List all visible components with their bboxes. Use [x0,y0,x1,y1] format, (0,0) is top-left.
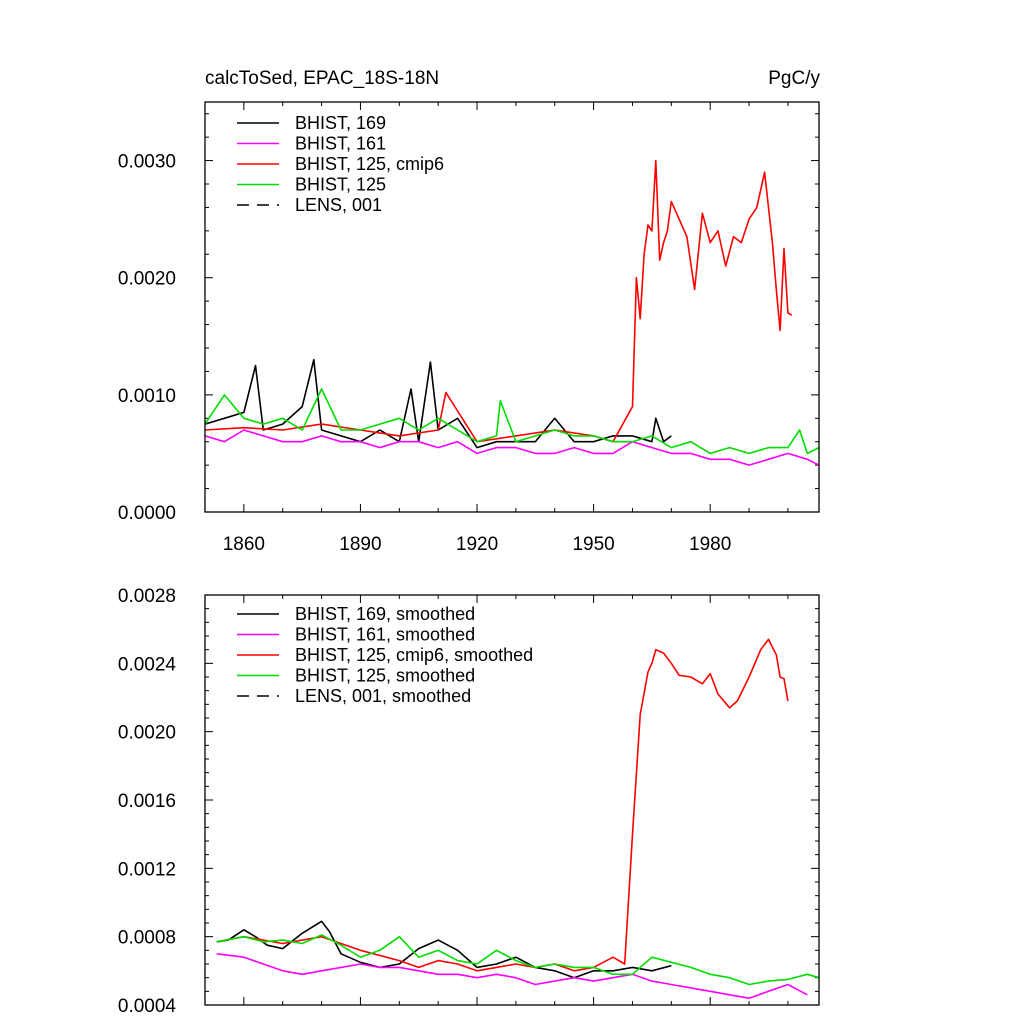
bottom-panel: 0.0004 0.0008 0.0012 0.0016 0.0020 0.0024 0.00… [118,586,820,1017]
legend-label: LENS, 001 [295,195,382,215]
x-tick-label: 1890 [339,534,381,555]
x-tick-label: 1860 [223,534,265,555]
bottom-plot-frame [204,594,820,1006]
series-line-2 [204,159,793,443]
legend-label: BHIST, 125, cmip6, smoothed [295,645,533,665]
series-line-0 [204,358,672,449]
top-plot-frame [204,101,820,513]
y-tick-label: 0.0012 [118,859,176,880]
legend-label: BHIST, 161, smoothed [295,625,475,645]
top-axis-ticks: 1860 1890 1920 1950 1980 0.0000 0.0010 0.0020 0.… [118,102,819,555]
y-tick-label: 0.0004 [118,996,177,1017]
y-tick-label: 0.0008 [118,928,176,949]
legend-label: BHIST, 169, smoothed [295,604,475,624]
legend-label: BHIST, 125, smoothed [295,666,475,686]
y-tick-label: 0.0020 [118,723,176,744]
series-line-3 [204,388,820,455]
series-line-1 [216,953,808,1000]
legend-label: BHIST, 161 [295,134,386,154]
series-line-1 [204,429,820,466]
x-tick-label: 1920 [456,534,498,555]
top-panel: calcToSed, EPAC_18S-18N PgC/y 1860 1890 19… [118,68,821,555]
x-tick-label: 1980 [689,534,731,555]
legend-label: BHIST, 125, cmip6 [295,154,444,174]
series-line-0 [216,920,672,979]
y-tick-label: 0.0030 [118,152,176,173]
y-tick-label: 0.0010 [118,386,176,407]
legend-label: LENS, 001, smoothed [295,686,471,706]
y-tick-label: 0.0020 [118,269,176,290]
bottom-axis-ticks: 0.0004 0.0008 0.0012 0.0016 0.0020 0.0024 0.00… [118,586,819,1017]
legend-label: BHIST, 169 [295,113,386,133]
bottom-series-lines [216,638,820,1000]
top-series-lines [204,159,820,466]
y-tick-label: 0.0028 [118,586,176,607]
y-tick-label: 0.0000 [118,503,176,524]
y-tick-label: 0.0016 [118,791,176,812]
x-tick-label: 1950 [572,534,614,555]
series-line-3 [216,934,820,986]
top-title-left: calcToSed, EPAC_18S-18N [205,68,439,89]
series-line-2 [216,638,789,972]
legend-label: BHIST, 125 [295,175,386,195]
top-title-right: PgC/y [768,68,820,89]
y-tick-label: 0.0024 [118,654,177,675]
